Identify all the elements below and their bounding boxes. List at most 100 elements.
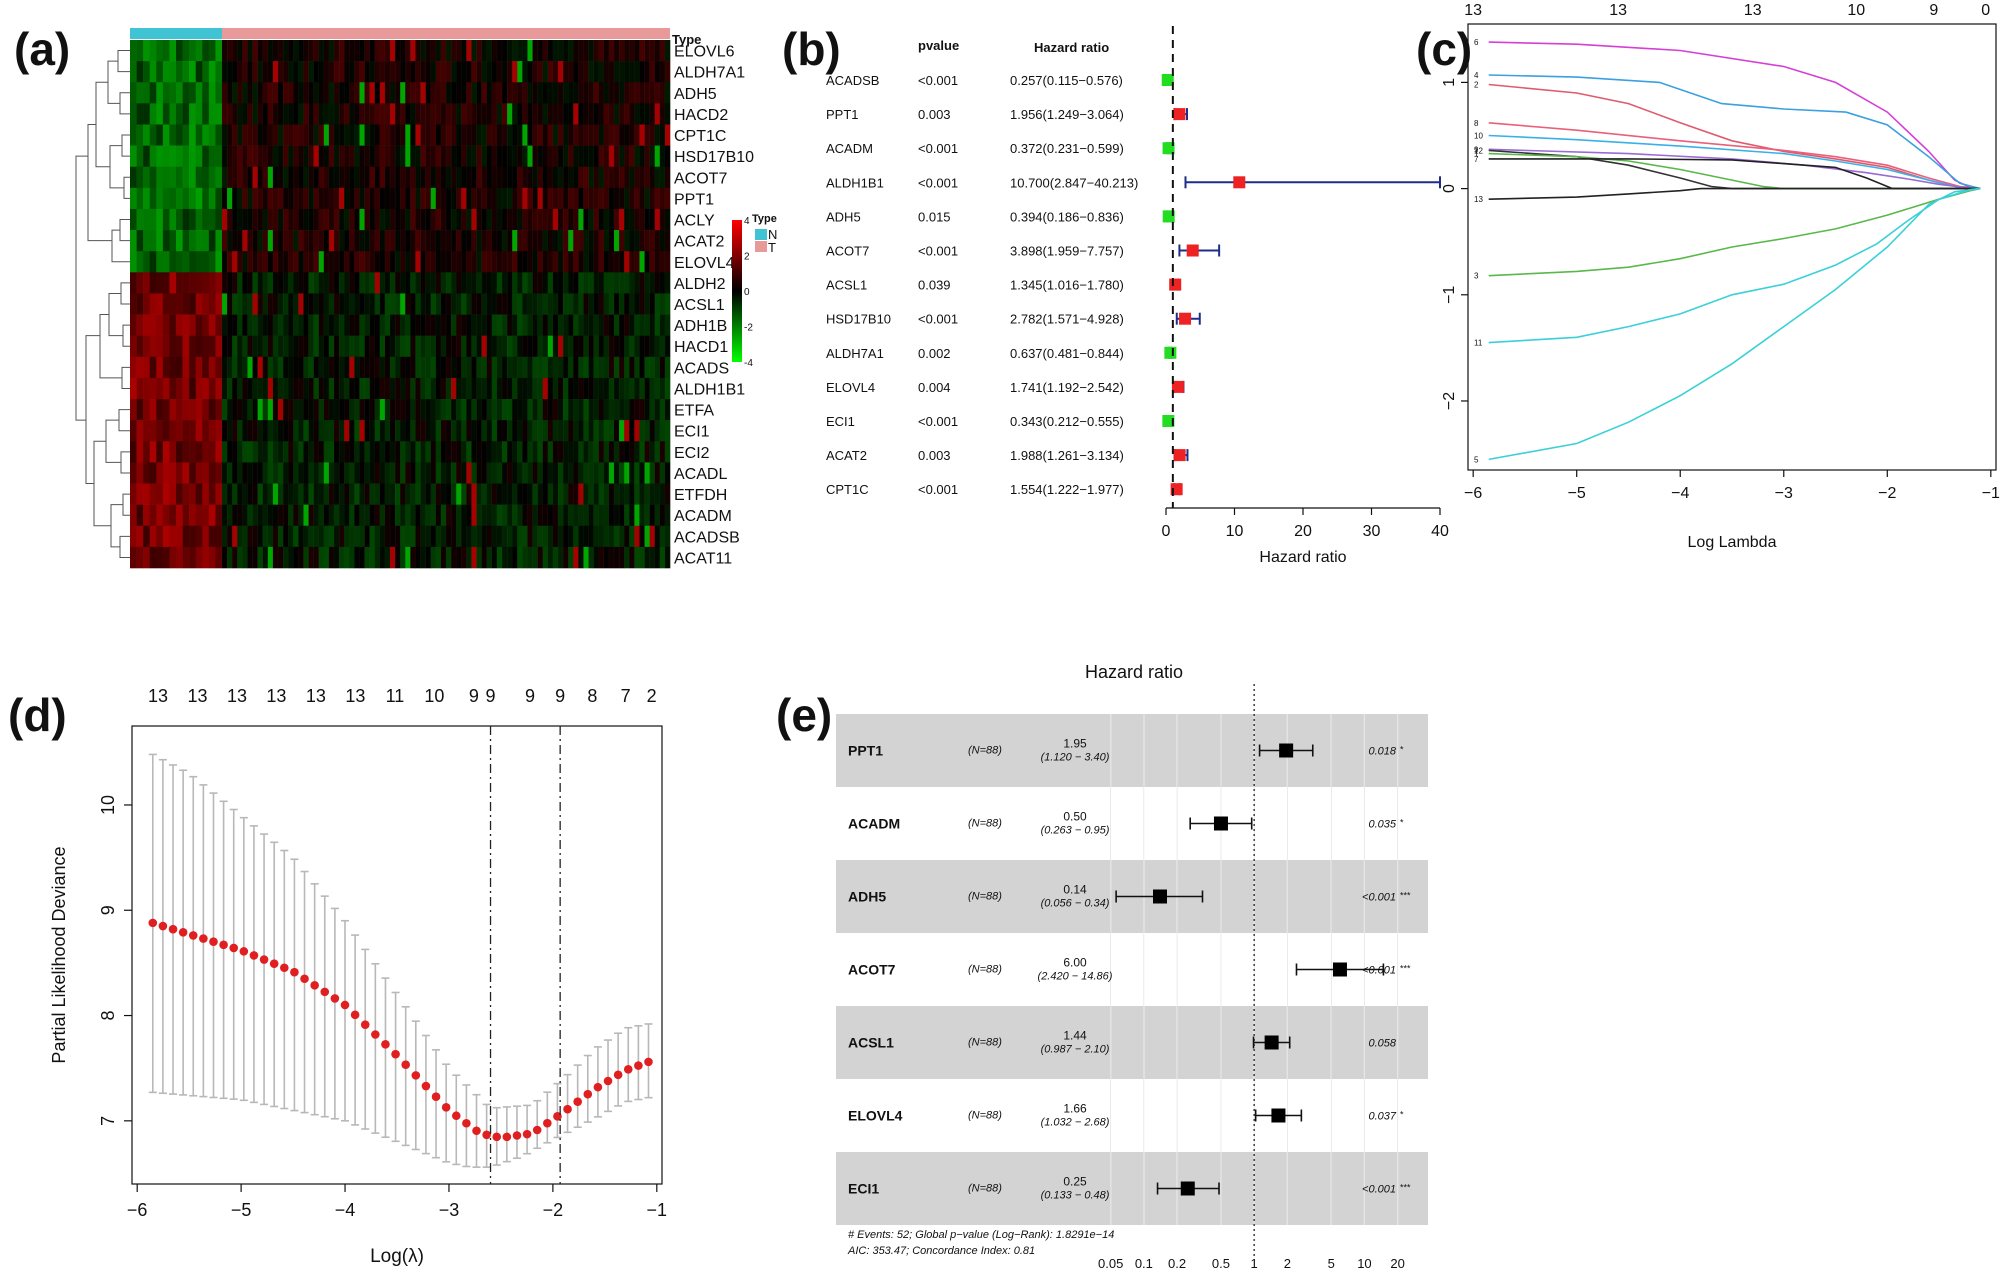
heatmap-cell — [176, 166, 183, 189]
heatmap-cell — [232, 145, 238, 168]
heatmap-cell — [415, 166, 421, 189]
heatmap-cell — [283, 483, 289, 505]
forest-gene-label: ACADM — [848, 816, 900, 832]
heatmap-cell — [176, 145, 183, 168]
heatmap-cell — [169, 145, 177, 168]
heatmap-cell — [456, 166, 462, 189]
heatmap-cell — [542, 187, 549, 210]
heatmap-cell — [323, 82, 330, 104]
heatmap-cell — [364, 525, 370, 548]
heatmap-cell — [313, 483, 320, 505]
heatmap-cell — [379, 208, 386, 231]
heatmap-cell — [308, 356, 314, 379]
heatmap-cell — [262, 504, 269, 527]
heatmap-cell — [278, 399, 284, 421]
heatmap-cell — [395, 420, 401, 442]
heatmap-cell — [227, 230, 233, 252]
deviance-point — [360, 1020, 370, 1029]
heatmap-cell — [156, 335, 164, 358]
heatmap-cell — [512, 483, 518, 505]
heatmap-cell — [349, 462, 355, 484]
heatmap-cell — [456, 399, 462, 421]
heatmap-cell — [390, 208, 396, 231]
heatmap-cell — [440, 145, 447, 168]
heatmap-cell — [644, 420, 650, 442]
heatmap-cell — [563, 272, 569, 294]
heatmap-cell — [435, 399, 442, 421]
heatmap-cell — [410, 103, 416, 125]
heatmap-cell — [354, 504, 360, 527]
deviance-point — [583, 1089, 593, 1099]
heatmap-cell — [298, 420, 304, 442]
heatmap-cell — [440, 546, 447, 569]
heatmap-cell — [379, 230, 386, 252]
heatmap-cell — [415, 61, 421, 83]
heatmap-cell — [558, 293, 564, 315]
heatmap-cell — [563, 61, 569, 83]
heatmap-cell — [527, 462, 533, 484]
heatmap-cell — [507, 399, 513, 421]
heatmap-cell — [512, 103, 518, 125]
heatmap-cell — [410, 272, 416, 294]
heatmap-cell — [308, 145, 314, 168]
path-index-label: 8 — [1474, 119, 1479, 128]
deviance-point — [229, 943, 239, 953]
heatmap-cell — [466, 335, 472, 358]
heatmap-cell — [149, 61, 157, 83]
heatmap-cell — [415, 377, 421, 400]
heatmap-cell — [410, 504, 416, 527]
heatmap-cell — [558, 483, 564, 505]
heatmap-cell — [573, 272, 579, 294]
heatmap-cell — [215, 272, 223, 294]
heatmap-cell — [629, 399, 635, 421]
deviance-point — [482, 1130, 491, 1140]
heatmap-cell — [328, 293, 335, 315]
heatmap-cell — [395, 483, 401, 505]
heatmap-cell — [359, 462, 365, 484]
heatmap-cell — [659, 124, 666, 146]
heatmap-cell — [415, 208, 421, 231]
y-tick-label: 1 — [1441, 78, 1458, 87]
forest-point — [1213, 816, 1228, 831]
heatmap-cell — [227, 314, 233, 336]
heatmap-cell — [659, 40, 666, 62]
y-tick-label: −2 — [1441, 392, 1458, 410]
heatmap-cell — [384, 335, 391, 358]
heatmap-cell — [278, 208, 284, 231]
heatmap-cell — [344, 124, 350, 146]
heatmap-cell — [496, 40, 503, 62]
heatmap-cell — [568, 483, 574, 505]
heatmap-cell — [257, 187, 264, 210]
heatmap-cell — [532, 82, 538, 104]
heatmap-cell — [379, 251, 386, 273]
heatmap-cell — [425, 377, 432, 400]
heatmap-cell — [308, 399, 314, 421]
heatmap-cell — [583, 525, 589, 548]
heatmap-cell — [308, 546, 314, 569]
heatmap-cell — [222, 462, 228, 484]
heatmap-cell — [208, 483, 216, 505]
heatmap-cell — [208, 187, 216, 210]
heatmap-cell — [456, 82, 462, 104]
heatmap-cell — [195, 145, 203, 168]
x-tick-label: 0.05 — [1098, 1256, 1123, 1271]
heatmap-cell — [435, 61, 442, 83]
heatmap-cell — [614, 166, 620, 189]
heatmap-cell — [440, 61, 447, 83]
heatmap-cell — [476, 525, 482, 548]
heatmap-cell — [384, 272, 391, 294]
heatmap-cell — [313, 504, 320, 527]
heatmap-cell — [644, 525, 650, 548]
heatmap-cell — [517, 314, 523, 336]
heatmap-cell — [257, 40, 264, 62]
heatmap-cell — [527, 124, 533, 146]
heatmap-cell — [552, 208, 559, 231]
heatmap-cell — [410, 441, 416, 463]
heatmap-cell — [369, 546, 376, 569]
heatmap-cell — [486, 462, 493, 484]
heatmap-cell — [532, 61, 538, 83]
heatmap-cell — [496, 441, 503, 463]
heatmap-cell — [644, 272, 650, 294]
heatmap-cell — [262, 525, 269, 548]
